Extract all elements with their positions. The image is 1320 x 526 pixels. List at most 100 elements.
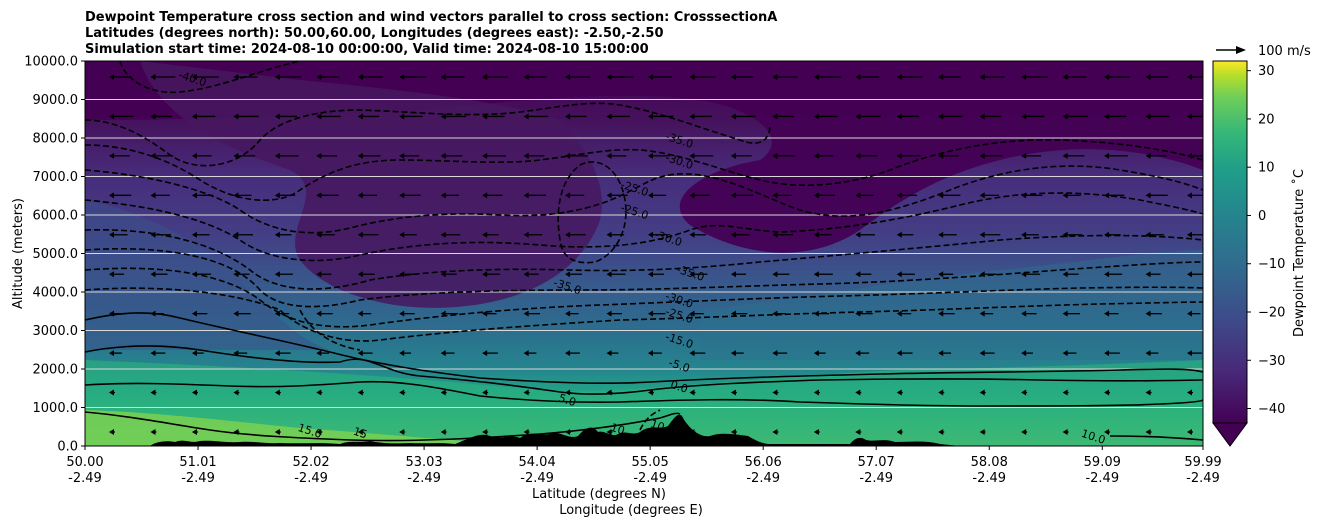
y-axis-label: Altitude (meters): [11, 198, 26, 309]
wind-arrow: [191, 74, 219, 80]
wind-arrow: [1104, 429, 1111, 435]
wind-arrow: [1187, 231, 1203, 238]
wind-arrow: [648, 389, 654, 396]
x-tick-label-lon: -2.49: [1085, 471, 1119, 486]
wind-arrow: [274, 350, 291, 357]
wind-arrow: [150, 271, 168, 278]
wind-arrow: [1187, 271, 1203, 278]
wind-arrow: [1104, 152, 1128, 159]
wind-arrow: [274, 74, 301, 80]
contour-dashed-7: [85, 138, 1203, 202]
wind-arrow: [896, 74, 923, 80]
x-tick-label-lat: 58.08: [971, 455, 1008, 470]
wind-arrow: [565, 74, 591, 80]
wind-arrow: [316, 310, 333, 317]
wind-arrow: [523, 74, 547, 80]
wind-arrow: [482, 389, 489, 396]
wind-arrow: [482, 350, 498, 357]
x-tick-label-lon: -2.49: [972, 471, 1006, 486]
wind-arrow: [855, 113, 881, 120]
wind-arrow: [730, 429, 737, 435]
wind-arrow: [1021, 231, 1039, 238]
wind-arrow: [648, 271, 664, 278]
wind-arrow: [233, 74, 258, 80]
wind-arrow: [1187, 310, 1201, 317]
wind-arrow: [1145, 74, 1169, 80]
warm-surface-layer: [85, 410, 480, 446]
wind-key-arrow-head: [1236, 46, 1246, 54]
y-tick-label: 0.0: [57, 440, 78, 455]
wind-arrow: [109, 429, 115, 435]
wind-arrow: [109, 231, 128, 238]
wind-arrow: [1062, 113, 1089, 120]
x-tick-label-lat: 53.03: [405, 455, 442, 470]
contour-dashed-8: [85, 102, 771, 167]
wind-arrow: [109, 310, 126, 317]
contour-dashed-10: [119, 61, 301, 94]
wind-arrow: [606, 113, 630, 120]
wind-arrow: [772, 389, 779, 396]
wind-arrow: [1145, 192, 1168, 199]
wind-arrow: [440, 231, 461, 238]
contour-dashed-2: [85, 267, 1203, 328]
wind-arrow: [1145, 389, 1152, 396]
wind-arrow: [1104, 192, 1125, 199]
wind-vectors: [109, 74, 1203, 435]
wind-arrow: [399, 429, 406, 435]
contour-label: 15: [352, 425, 369, 442]
contour-dashed-12: [639, 409, 661, 431]
wind-arrow: [440, 152, 463, 159]
wind-arrow: [689, 152, 714, 159]
wind-arrow: [440, 192, 459, 199]
contour-dashed-1: [85, 287, 1203, 342]
contour-label: -5.0: [667, 356, 691, 375]
x-tick-label-lon: -2.49: [407, 471, 441, 486]
y-tick-label: 6000.0: [33, 209, 79, 224]
x-tick-label-lat: 55.05: [632, 455, 669, 470]
wind-arrow: [357, 310, 372, 317]
wind-arrow: [482, 113, 505, 120]
wind-arrow: [606, 389, 613, 396]
wind-arrow: [399, 310, 415, 317]
wind-arrow: [606, 429, 613, 435]
y-tick-label: 10000.0: [24, 55, 78, 70]
wind-arrow: [399, 389, 406, 396]
wind-arrow: [440, 350, 455, 357]
wind-arrow: [109, 74, 132, 80]
wind-arrow: [399, 113, 423, 120]
wind-arrow: [1145, 271, 1161, 278]
wind-arrow: [979, 231, 1001, 238]
wind-arrow: [191, 310, 208, 317]
wind-arrow: [648, 152, 670, 159]
contour-solid-2: [85, 345, 1203, 395]
wind-arrow: [896, 350, 913, 357]
wind-arrow: [565, 192, 585, 199]
wind-arrow: [150, 74, 176, 80]
wind-arrow: [316, 152, 338, 159]
wind-arrow: [1187, 429, 1193, 435]
x-tick-label-lat: 50.00: [66, 455, 103, 470]
wind-arrow: [523, 310, 541, 317]
wind-arrow: [689, 231, 707, 238]
x-tick-label-lat: 59.09: [1084, 455, 1121, 470]
wind-arrow: [565, 389, 572, 396]
wind-arrow: [938, 350, 952, 357]
x-tick-label-lon: -2.49: [746, 471, 780, 486]
y-tick-label: 4000.0: [33, 286, 79, 301]
wind-arrow: [855, 429, 862, 435]
wind-arrow: [855, 389, 862, 396]
wind-arrow: [316, 429, 323, 435]
wind-arrow: [772, 192, 792, 199]
wind-arrow: [274, 310, 290, 317]
wind-arrow: [109, 271, 124, 278]
x-axis: 50.00-2.4951.01-2.4952.02-2.4953.03-2.49…: [66, 446, 1222, 486]
contour-dashed-5: [85, 192, 1203, 262]
wind-arrow: [1104, 271, 1123, 278]
wind-arrow: [565, 271, 583, 278]
colorbar-body: [1212, 60, 1248, 424]
wind-arrow: [689, 389, 696, 396]
wind-arrow: [482, 74, 509, 80]
wind-arrow: [1062, 271, 1079, 278]
wind-arrow: [109, 113, 134, 120]
wind-arrow: [233, 231, 253, 238]
